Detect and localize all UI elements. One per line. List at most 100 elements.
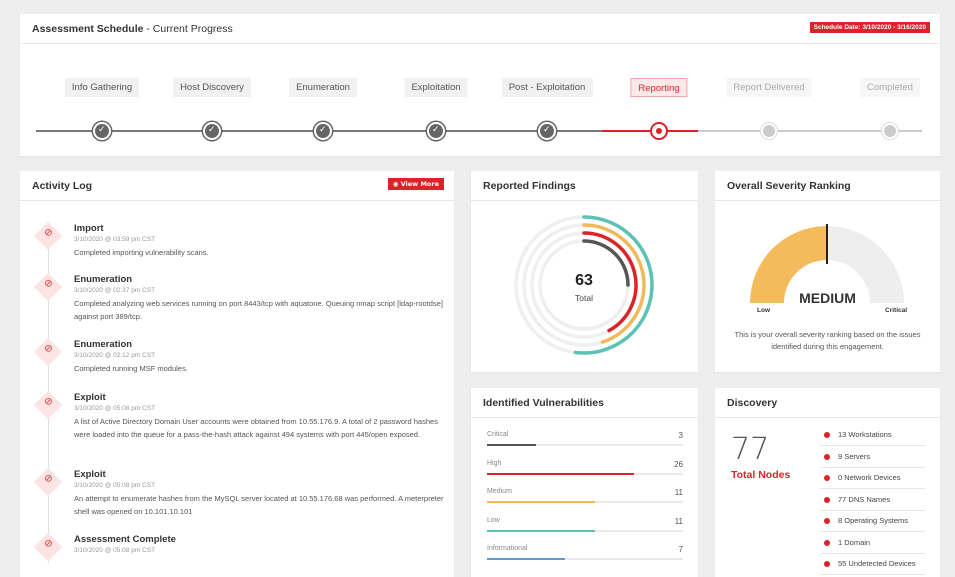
discovery-item[interactable]: 8 Operating Systems <box>820 510 925 532</box>
activity-entry-title: Enumeration <box>74 274 133 285</box>
check-circle-icon: ⊘ <box>33 337 63 367</box>
findings-header: Reported Findings <box>471 171 698 201</box>
vulnerability-count: 3 <box>678 431 683 440</box>
bullet-dot-icon <box>824 432 830 438</box>
vulnerability-bar-track <box>487 501 683 503</box>
findings-ring-chart: 63 Total <box>514 215 654 355</box>
discovery-item[interactable]: 1 Domain <box>820 532 925 554</box>
vulnerabilities-header: Identified Vulnerabilities <box>471 388 698 418</box>
step-label-reporting[interactable]: Reporting <box>630 78 688 97</box>
step-label-info-gathering[interactable]: Info Gathering <box>64 78 140 97</box>
gauge-remaining <box>827 226 904 303</box>
activity-entry-timestamp: 3/10/2020 @ 05:08 pm CST <box>74 482 156 489</box>
discovery-item[interactable]: 0 Network Devices <box>820 467 925 489</box>
activity-entry-timestamp: 3/10/2020 @ 02:12 pm CST <box>74 352 156 359</box>
step-node-done[interactable] <box>314 122 332 140</box>
step-node-future[interactable] <box>882 123 898 139</box>
step-label-report-delivered[interactable]: Report Delivered <box>726 78 812 97</box>
gauge-fill <box>750 226 827 303</box>
step-label-host-discovery[interactable]: Host Discovery <box>173 78 251 97</box>
vulnerability-bar-track <box>487 530 683 532</box>
total-nodes-count: 77 <box>731 432 770 467</box>
findings-ring-3 <box>582 239 630 287</box>
activity-entry-description: Completed importing vulnerability scans. <box>74 248 209 257</box>
vulnerability-label: High <box>487 460 502 467</box>
step-label-enumeration[interactable]: Enumeration <box>289 78 357 97</box>
schedule-subtitle: - Current Progress <box>143 22 233 35</box>
discovery-item-label: 77 DNS Names <box>838 494 891 504</box>
activity-entry-title: Import <box>74 223 104 234</box>
check-circle-icon: ⊘ <box>33 532 63 562</box>
vulnerability-count: 26 <box>674 460 683 469</box>
discovery-item-label: 13 Workstations <box>838 430 892 439</box>
step-node-done[interactable] <box>203 122 221 140</box>
vulnerability-bar-fill <box>487 530 595 532</box>
bullet-dot-icon <box>824 518 830 524</box>
discovery-item-label: 1 Domain <box>838 537 871 547</box>
step-node-done[interactable] <box>538 122 556 140</box>
activity-entry-title: Exploit <box>74 469 106 480</box>
severity-title: Overall Severity Ranking <box>727 179 851 192</box>
total-nodes-label: Total Nodes <box>731 469 791 481</box>
findings-ring-0 <box>573 215 654 355</box>
severity-description: This is your overall severity ranking ba… <box>734 330 921 351</box>
vulnerability-label: Critical <box>487 431 509 438</box>
findings-ring-1 <box>582 223 646 344</box>
vulnerability-label: Low <box>487 517 500 524</box>
assessment-schedule-panel: Assessment Schedule - Current Progress S… <box>20 14 940 156</box>
activity-entry-title: Enumeration <box>74 339 133 350</box>
step-node-current[interactable] <box>650 122 668 140</box>
activity-entry-timestamp: 3/10/2020 @ 03:59 pm CST <box>74 236 156 243</box>
step-node-done[interactable] <box>93 122 111 140</box>
bullet-dot-icon <box>824 453 830 460</box>
severity-ranking-panel: Overall Severity Ranking MEDIUM Low Crit… <box>715 171 940 372</box>
bullet-dot-icon <box>824 475 830 481</box>
vulnerability-label: Medium <box>487 488 512 495</box>
activity-log-title: Activity Log <box>32 179 93 192</box>
vulnerability-count: 11 <box>674 488 683 497</box>
vulnerability-label: Informational <box>487 545 528 552</box>
eye-icon: ◉ <box>392 180 399 188</box>
bullet-dot-icon <box>824 539 830 546</box>
check-circle-icon: ⊘ <box>33 221 63 251</box>
step-label-exploitation[interactable]: Exploitation <box>404 78 468 97</box>
findings-title: Reported Findings <box>483 179 576 192</box>
vulnerability-bar-fill <box>487 558 566 560</box>
vulnerability-bar-track <box>487 444 683 446</box>
step-label-completed[interactable]: Completed <box>860 78 920 97</box>
view-more-label: View More <box>400 180 439 188</box>
progress-stepper: Info Gathering Host Discovery Enumeration E… <box>20 44 940 156</box>
discovery-item[interactable]: 77 DNS Names <box>820 489 925 511</box>
check-circle-icon: ⊘ <box>33 390 63 420</box>
activity-entry-timestamp: 3/10/2020 @ 05:08 pm CST <box>74 547 156 554</box>
gauge-low-label: Low <box>757 307 770 314</box>
findings-total-label: Total <box>575 293 593 303</box>
findings-ring-2 <box>582 231 638 333</box>
discovery-item[interactable]: 9 Servers <box>820 446 925 468</box>
discovery-item-label: 55 Undetected Devices <box>838 559 916 568</box>
activity-entry-description: An attempt to enumerate hashes from the … <box>74 494 444 516</box>
view-more-button[interactable]: ◉ View More <box>387 178 444 190</box>
activity-log-panel: Activity Log ◉ View More ⊘ Import 3/10/202… <box>20 171 454 577</box>
discovery-item[interactable]: 13 Workstations <box>820 424 925 446</box>
discovery-panel: Discovery 77 Total Nodes 13 Workstations… <box>715 388 940 577</box>
vulnerability-bar-fill <box>487 444 536 446</box>
severity-gauge <box>750 224 904 303</box>
discovery-item-label: 0 Network Devices <box>838 473 901 482</box>
schedule-header: Assessment Schedule - Current Progress S… <box>20 14 940 44</box>
vulnerabilities-title: Identified Vulnerabilities <box>483 396 604 409</box>
bullet-dot-icon <box>824 496 830 503</box>
check-circle-icon: ⊘ <box>33 467 63 497</box>
step-label-post-exploitation[interactable]: Post - Exploitation <box>501 78 593 97</box>
discovery-item[interactable]: 55 Undetected Devices <box>820 553 925 575</box>
findings-total: 63 <box>575 272 593 289</box>
discovery-header: Discovery <box>715 388 940 418</box>
activity-entry-description: A list of Active Directory Domain User a… <box>74 417 438 439</box>
schedule-title: Assessment Schedule <box>32 22 144 35</box>
step-node-future[interactable] <box>761 123 777 139</box>
step-node-done[interactable] <box>427 122 445 140</box>
discovery-item-label: 8 Operating Systems <box>838 516 909 525</box>
schedule-date-badge: Schedule Date: 3/10/2020 - 3/16/2020 <box>809 22 930 33</box>
vulnerability-bar-track <box>487 558 683 560</box>
bullet-dot-icon <box>824 561 830 567</box>
